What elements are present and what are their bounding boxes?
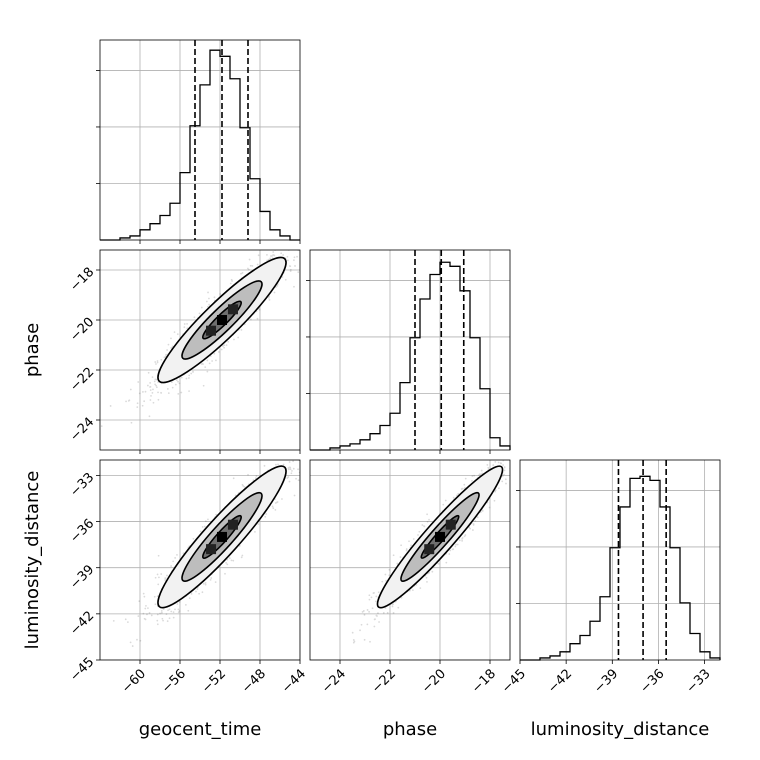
panel-frame bbox=[309, 459, 511, 661]
density-core bbox=[227, 519, 238, 530]
density-core bbox=[217, 315, 227, 325]
joint-panel-geocent_time-phase bbox=[96, 249, 301, 454]
y-tick-label: −22 bbox=[67, 365, 97, 395]
x-tick-label: −48 bbox=[239, 666, 269, 696]
x-tick-label: −20 bbox=[419, 666, 449, 696]
x-axis-label-luminosity_distance: luminosity_distance bbox=[531, 719, 710, 740]
joint-panel-geocent_time-luminosity_distance bbox=[96, 459, 301, 664]
panel-frame bbox=[309, 249, 511, 451]
density-core bbox=[227, 304, 238, 315]
panel-background bbox=[100, 40, 300, 240]
x-tick-label: −24 bbox=[319, 666, 349, 696]
joint-panel-phase-luminosity_distance bbox=[309, 459, 511, 664]
x-tick-label: −33 bbox=[684, 666, 714, 696]
panel-background bbox=[520, 460, 720, 660]
y-tick-label: −45 bbox=[67, 655, 97, 685]
y-tick-label: −33 bbox=[67, 470, 97, 500]
histogram-step-phase bbox=[310, 261, 511, 451]
density-core bbox=[206, 325, 217, 336]
panel-frame bbox=[99, 459, 301, 661]
y-tick-label: −39 bbox=[67, 562, 97, 592]
y-tick-label: −42 bbox=[67, 609, 97, 639]
y-axis-label-phase: phase bbox=[22, 323, 43, 377]
hist-panel-phase bbox=[306, 249, 511, 454]
density-core bbox=[206, 544, 217, 555]
density-core bbox=[217, 531, 227, 542]
density-core bbox=[424, 544, 435, 555]
density-core bbox=[435, 531, 445, 542]
x-tick-label: −56 bbox=[159, 666, 189, 696]
x-tick-label: −60 bbox=[119, 666, 149, 696]
x-axis-label-phase: phase bbox=[383, 719, 437, 740]
hist-panel-geocent_time bbox=[96, 39, 301, 244]
density-core bbox=[445, 519, 456, 530]
x-tick-label: −42 bbox=[545, 666, 575, 696]
histogram-step-luminosity_distance bbox=[520, 475, 721, 661]
x-tick-label: −39 bbox=[591, 666, 621, 696]
histogram-step-geocent_time bbox=[100, 49, 300, 241]
y-tick-label: −36 bbox=[67, 516, 97, 546]
x-tick-label: −22 bbox=[369, 666, 399, 696]
x-tick-label: −18 bbox=[469, 666, 499, 696]
x-tick-label: −44 bbox=[279, 666, 309, 696]
y-tick-label: −24 bbox=[67, 415, 97, 445]
y-tick-label: −20 bbox=[67, 315, 97, 345]
x-axis-label-geocent_time: geocent_time bbox=[139, 719, 262, 740]
y-tick-label: −18 bbox=[67, 265, 97, 295]
x-tick-label: −52 bbox=[199, 666, 229, 696]
hist-panel-luminosity_distance bbox=[516, 459, 721, 664]
y-axis-label-luminosity_distance: luminosity_distance bbox=[22, 471, 43, 650]
panel-frame bbox=[99, 249, 301, 451]
x-tick-label: −45 bbox=[499, 666, 529, 696]
panel-frame bbox=[519, 459, 721, 661]
panel-frame bbox=[99, 39, 301, 241]
x-tick-label: −36 bbox=[638, 666, 668, 696]
